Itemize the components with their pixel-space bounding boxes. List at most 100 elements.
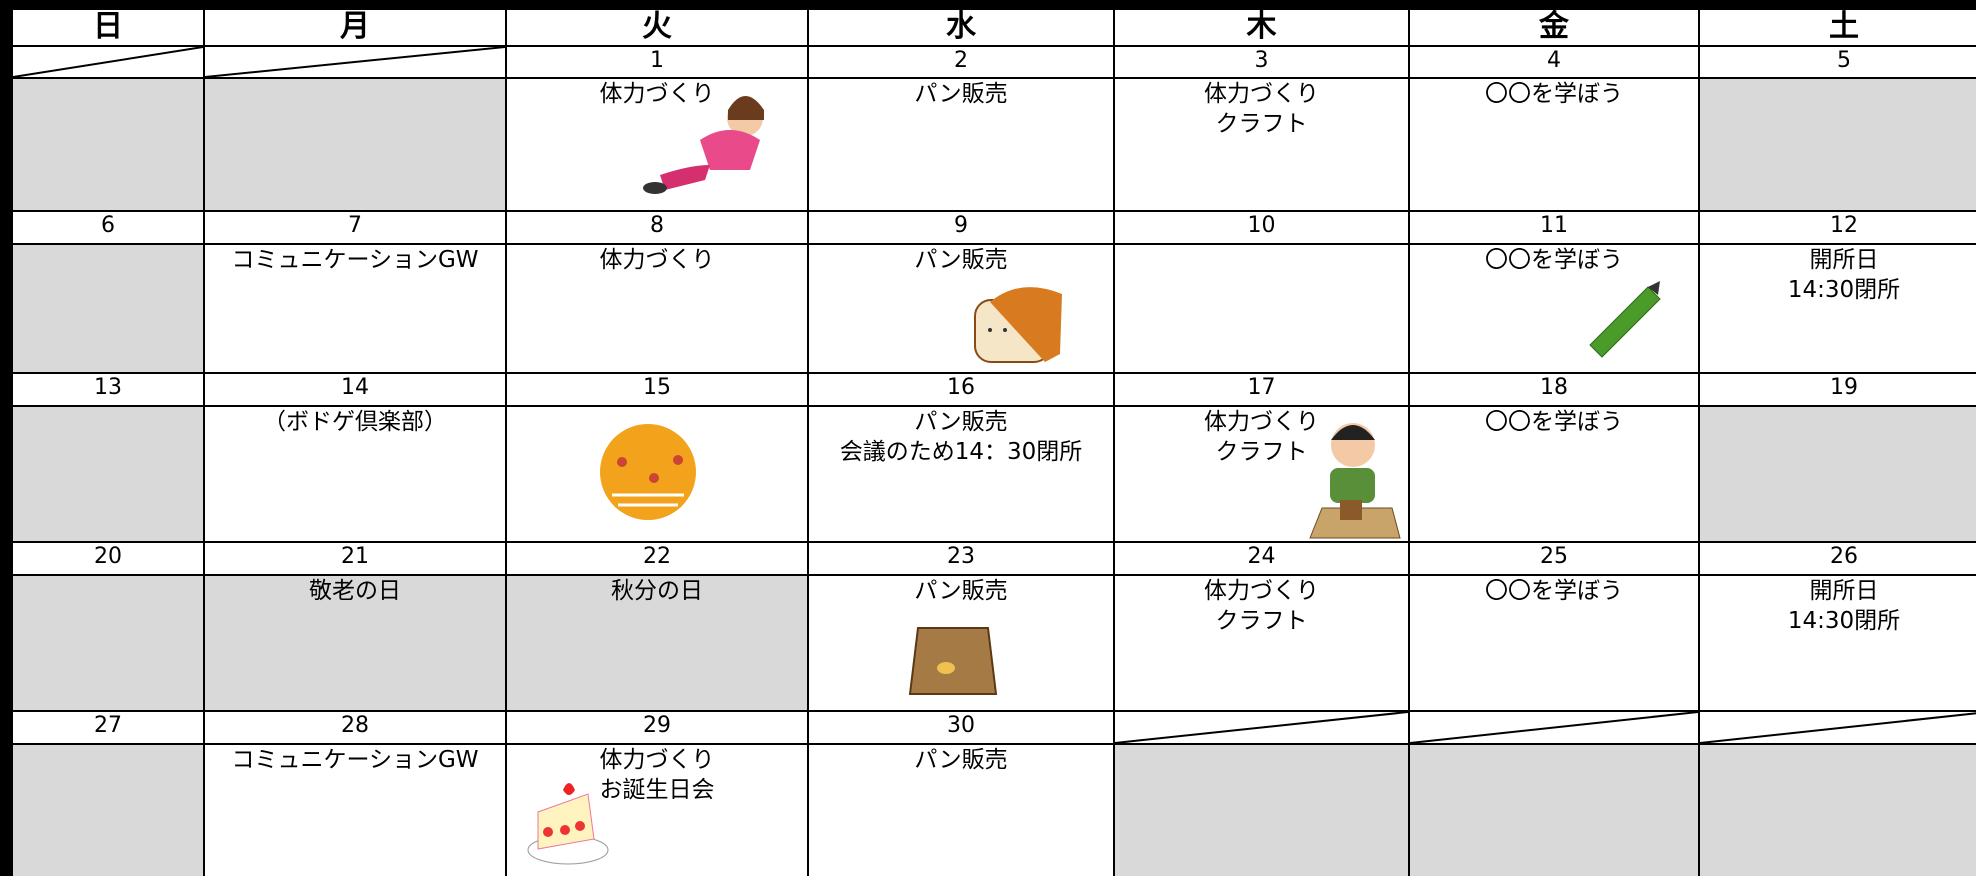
date-number: 13	[94, 375, 122, 400]
date-cell: 23	[809, 543, 1115, 576]
event-text: 体力づくり	[599, 247, 715, 273]
weekday-label: 木	[1246, 10, 1277, 44]
date-cell: 24	[1115, 543, 1410, 576]
weekday-header: 水	[809, 10, 1115, 47]
date-cell: 28	[205, 712, 507, 745]
date-number: 30	[947, 713, 975, 738]
weekday-header: 金	[1410, 10, 1700, 47]
date-number: 3	[1254, 48, 1269, 73]
diagonal	[1115, 712, 1408, 743]
date-cell: 6	[13, 212, 205, 245]
weekday-header: 月	[205, 10, 507, 47]
event-cell	[13, 245, 205, 374]
weekday-header: 木	[1115, 10, 1410, 47]
date-number: 16	[947, 375, 975, 400]
event-cell	[1700, 79, 1976, 212]
date-cell: 27	[13, 712, 205, 745]
event-text: パン販売	[914, 409, 1008, 435]
date-cell: 18	[1410, 374, 1700, 407]
date-number: 8	[650, 213, 664, 238]
date-cell: 7	[205, 212, 507, 245]
event-cell: 開所日 14:30閉所	[1700, 245, 1976, 374]
date-number: 22	[643, 544, 671, 569]
event-text: 会議のため14：30閉所	[839, 439, 1083, 465]
event-cell: 〇〇を学ぼう	[1410, 407, 1700, 543]
date-cell: 12	[1700, 212, 1976, 245]
weekday-label: 水	[946, 10, 976, 44]
event-cell	[1115, 245, 1410, 374]
date-cell: 5	[1700, 47, 1976, 79]
event-cell: 体力づくり クラフト	[1115, 576, 1410, 712]
date-number: 19	[1830, 375, 1858, 400]
event-cell: 開所日 14:30閉所	[1700, 576, 1976, 712]
weekday-label: 月	[340, 10, 370, 44]
date-cell	[13, 47, 205, 79]
weekday-label: 土	[1829, 10, 1859, 44]
date-number: 17	[1247, 375, 1276, 400]
event-cell: パン販売	[809, 745, 1115, 876]
event-cell: 敬老の日	[205, 576, 507, 712]
event-text: 体力づくり	[599, 81, 715, 107]
event-text: 〇〇を学ぼう	[1485, 81, 1623, 107]
date-cell	[1115, 712, 1410, 745]
date-cell: 14	[205, 374, 507, 407]
event-cell: 〇〇を学ぼう	[1410, 79, 1700, 212]
date-number: 20	[94, 544, 122, 569]
event-text: クラフト	[1215, 608, 1308, 634]
date-number: 2	[954, 48, 968, 73]
date-number: 23	[947, 544, 975, 569]
event-text: 〇〇を学ぼう	[1485, 409, 1623, 435]
event-cell: 体力づくり クラフト	[1115, 79, 1410, 212]
event-text: （ボドゲ倶楽部）	[263, 409, 447, 435]
event-cell: 〇〇を学ぼう	[1410, 245, 1700, 374]
event-text: 体力づくり	[599, 747, 715, 773]
event-text: コミュニケーションGW	[231, 747, 479, 773]
event-cell	[507, 407, 809, 543]
date-cell: 29	[507, 712, 809, 745]
date-number: 12	[1830, 213, 1858, 238]
event-text: 〇〇を学ぼう	[1485, 578, 1623, 604]
date-cell	[1410, 712, 1700, 745]
left-border	[0, 0, 13, 876]
event-cell	[1115, 745, 1410, 876]
event-cell: パン販売会議のため14：30閉所	[809, 407, 1115, 543]
date-number: 29	[643, 713, 671, 738]
date-number: 18	[1540, 375, 1568, 400]
diagonal	[1700, 712, 1976, 743]
event-text: 敬老の日	[309, 578, 401, 604]
date-cell: 2	[809, 47, 1115, 79]
event-cell	[1700, 745, 1976, 876]
date-cell: 8	[507, 212, 809, 245]
event-cell: コミュニケーションGW	[205, 245, 507, 374]
date-cell: 11	[1410, 212, 1700, 245]
event-cell: 体力づくりお誕生日会	[507, 745, 809, 876]
event-text: パン販売	[914, 81, 1008, 107]
date-cell	[205, 47, 507, 79]
event-cell: 〇〇を学ぼう	[1410, 576, 1700, 712]
date-cell: 30	[809, 712, 1115, 745]
date-number: 26	[1830, 544, 1858, 569]
event-text: クラフト	[1215, 111, 1308, 137]
event-text: クラフト	[1215, 439, 1308, 465]
event-text: パン販売	[914, 247, 1008, 273]
diagonal	[13, 47, 203, 77]
date-cell	[1700, 712, 1976, 745]
event-cell: パン販売	[809, 245, 1115, 374]
top-border	[0, 0, 1976, 10]
event-text: 開所日	[1809, 247, 1879, 273]
event-text: コミュニケーションGW	[231, 247, 479, 273]
date-number: 7	[348, 213, 362, 238]
event-cell: パン販売	[809, 576, 1115, 712]
event-cell	[13, 576, 205, 712]
event-text: パン販売	[914, 578, 1008, 604]
date-cell: 16	[809, 374, 1115, 407]
event-text: 14:30閉所	[1787, 277, 1901, 303]
date-number: 1	[650, 48, 664, 73]
diagonal	[1410, 712, 1698, 743]
event-text: お誕生日会	[599, 777, 715, 803]
date-cell: 26	[1700, 543, 1976, 576]
date-number: 24	[1247, 544, 1276, 569]
date-number: 21	[341, 544, 369, 569]
date-cell: 25	[1410, 543, 1700, 576]
event-cell	[13, 79, 205, 212]
